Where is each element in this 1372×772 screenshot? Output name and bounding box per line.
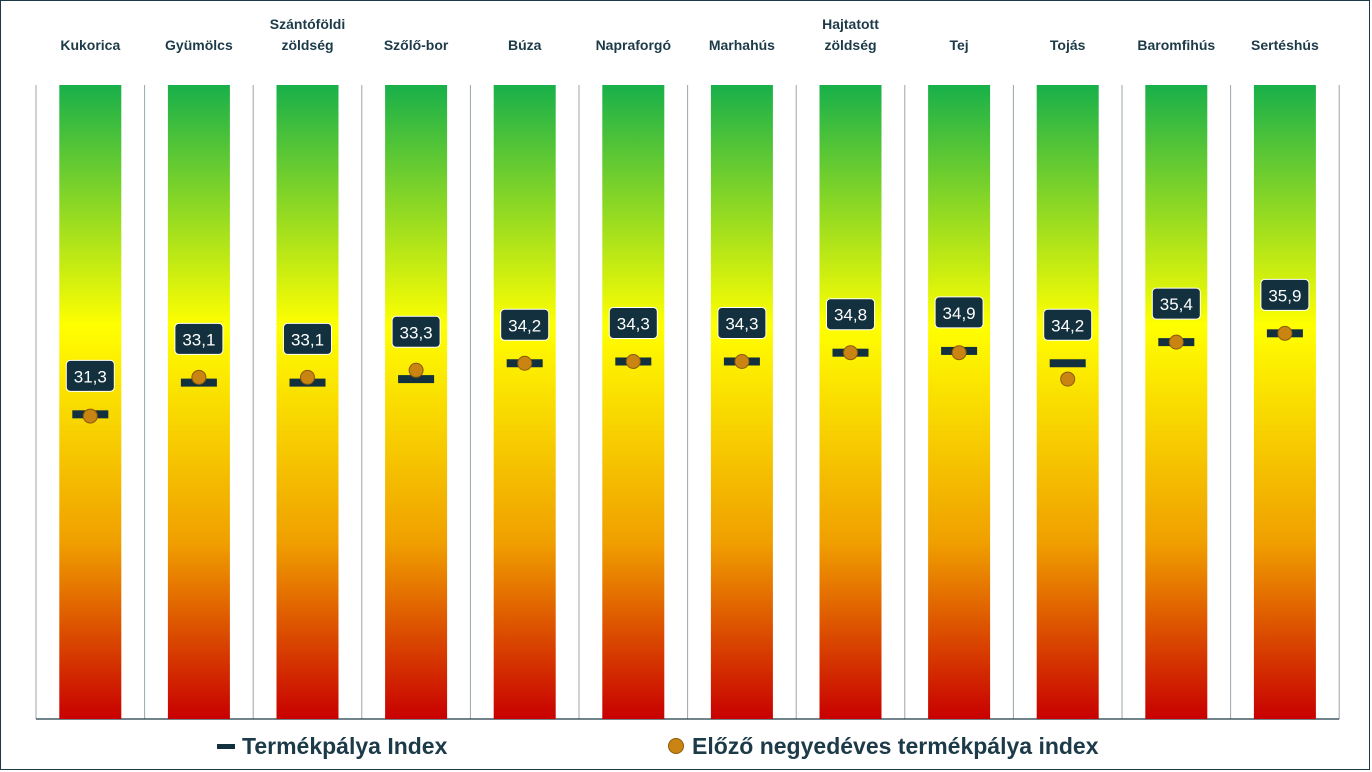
value-callout <box>934 296 984 329</box>
value-label: 33,1 <box>182 330 215 349</box>
previous-index-dot <box>517 355 533 371</box>
previous-index-dot <box>82 408 98 424</box>
legend: Termékpálya Index Előző negyedéves termé… <box>0 728 1372 764</box>
value-label: 34,2 <box>1051 316 1084 335</box>
value-callout <box>391 315 441 348</box>
previous-index-dot <box>843 345 858 361</box>
index-dash-marker <box>1049 359 1086 368</box>
value-label: 33,1 <box>291 330 324 349</box>
gradient-bar <box>276 85 339 719</box>
dot-marker-icon <box>668 738 684 754</box>
category-label: zöldség <box>824 37 876 53</box>
category-label: Hajtatott <box>822 16 879 32</box>
category-label: Kukorica <box>60 37 120 53</box>
category-label: Baromfihús <box>1137 37 1215 53</box>
legend-label-current: Termékpálya Index <box>242 732 448 759</box>
value-callout <box>608 306 658 339</box>
previous-index-dot <box>1277 325 1293 341</box>
category-label: Marhahús <box>709 37 775 53</box>
gradient-bars <box>59 85 1316 719</box>
gradient-bar <box>819 85 882 719</box>
previous-index-dot <box>625 353 641 369</box>
category-label: Sertéshús <box>1251 37 1319 53</box>
category-separators <box>35 85 1340 720</box>
category-label: Napraforgó <box>596 37 671 53</box>
value-label: 33,3 <box>400 323 433 342</box>
value-callout <box>1043 308 1093 341</box>
category-label: Tojás <box>1050 37 1086 53</box>
gradient-bar <box>928 85 991 719</box>
gradient-bar <box>385 85 448 719</box>
labels: Kukorica 31,3 Gyümölcs 33,1 Szántóföldi zölds… <box>60 16 1319 392</box>
gradient-bar <box>493 85 556 719</box>
value-callout <box>65 359 115 392</box>
legend-label-previous: Előző negyedéves termékpálya index <box>692 732 1099 759</box>
value-callout <box>717 306 767 339</box>
gradient-bar <box>710 85 773 719</box>
legend-item-previous: Előző negyedéves termékpálya index <box>668 728 1099 764</box>
category-label: Tej <box>949 37 968 53</box>
value-callout <box>1260 278 1310 311</box>
value-callout <box>500 308 550 341</box>
gradient-bar <box>1036 85 1099 719</box>
gradient-bar <box>167 85 230 719</box>
value-label: 35,9 <box>1268 286 1301 305</box>
index-dash-marker <box>398 375 435 384</box>
value-label: 34,2 <box>508 316 541 335</box>
previous-index-dot <box>408 362 424 378</box>
value-label: 34,3 <box>725 314 758 333</box>
category-label: Szántóföldi <box>270 16 345 32</box>
previous-index-dot <box>734 353 750 369</box>
value-callout <box>826 298 875 331</box>
gradient-bar <box>1145 85 1208 719</box>
previous-index-dot <box>951 345 967 361</box>
category-label: zöldség <box>281 37 333 53</box>
category-label: Szőlő-bor <box>384 37 449 53</box>
value-label: 34,8 <box>834 306 867 325</box>
value-label: 34,9 <box>943 304 976 323</box>
previous-index-dot <box>1168 334 1184 350</box>
previous-index-dot <box>191 369 207 385</box>
gradient-bar <box>59 85 122 719</box>
value-label: 35,4 <box>1160 295 1193 314</box>
index-markers <box>72 325 1303 424</box>
value-callout <box>1151 287 1201 320</box>
previous-index-dot <box>300 369 315 385</box>
value-callout <box>283 322 332 355</box>
gradient-bar <box>602 85 665 719</box>
legend-item-current: Termékpálya Index <box>217 728 447 764</box>
category-label: Gyümölcs <box>165 37 233 53</box>
value-callout <box>174 322 224 355</box>
dash-marker-icon <box>217 743 235 749</box>
gradient-bar <box>1253 85 1316 719</box>
value-label: 31,3 <box>74 367 107 386</box>
value-label: 34,3 <box>617 314 650 333</box>
category-label: Búza <box>508 37 542 53</box>
previous-index-dot <box>1060 371 1076 387</box>
